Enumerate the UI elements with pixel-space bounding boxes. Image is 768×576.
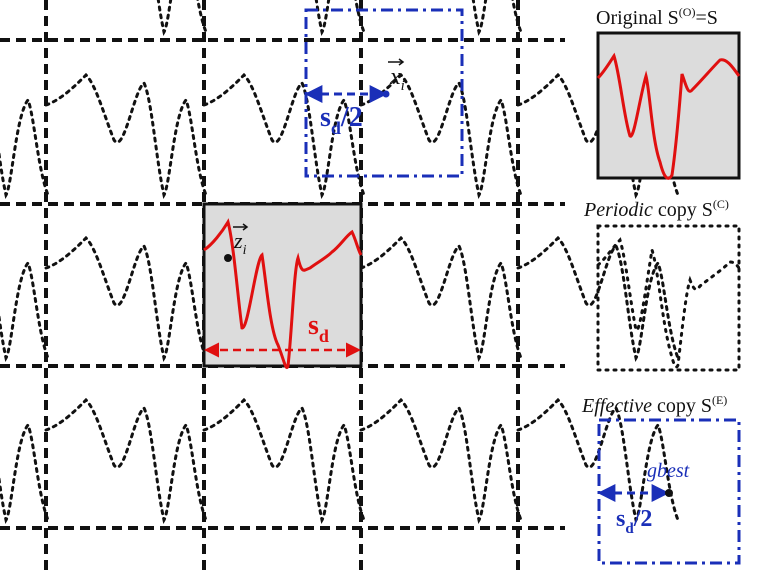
effective-window-top [304, 8, 464, 178]
x-i-label: xi [388, 58, 405, 94]
original-waveform [203, 218, 363, 369]
gbest-label: gbest [647, 460, 690, 482]
periodic-grid [0, 0, 565, 576]
svg-text:zi: zi [233, 228, 247, 258]
periodic-panel-title: Periodic copy S(C) [583, 197, 729, 221]
periodic-panel [596, 224, 741, 372]
original-panel [596, 31, 741, 180]
effective-panel [597, 418, 741, 565]
z-i-label: zi [233, 223, 249, 258]
z-i-point [224, 254, 232, 262]
sd-label: sd [308, 310, 329, 346]
original-cell [202, 202, 363, 369]
original-panel-title: Original S(O)=S [596, 5, 718, 29]
original-panel-waveform [596, 52, 741, 180]
effective-panel-title: Effective copy S(E) [581, 393, 727, 417]
periodic-panel-waveform [596, 237, 741, 369]
svg-text:xi: xi [389, 64, 405, 94]
gbest-point [665, 489, 673, 497]
x-i-point [382, 90, 390, 98]
half-sd-label-bottom: sd/2 [616, 506, 652, 537]
half-sd-label-top: sd/2 [320, 102, 363, 138]
